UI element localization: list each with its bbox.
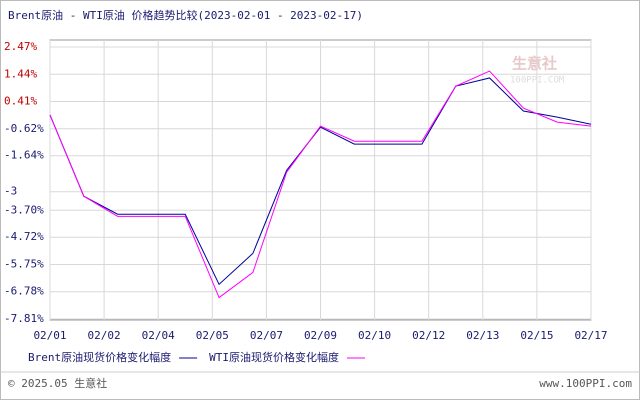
y-tick-label: -1.64% <box>4 149 44 162</box>
y-tick-label: -6.78% <box>4 285 44 298</box>
y-tick-label: -0.62% <box>4 122 44 135</box>
y-tick-label: 0.41% <box>4 95 37 108</box>
x-tick-label: 02/15 <box>520 329 553 342</box>
website: www.100PPI.com <box>539 377 632 390</box>
y-tick-label: 2.47% <box>4 40 37 53</box>
y-tick-label: -3.70% <box>4 203 44 216</box>
legend-label: WTI原油现货价格变化幅度 <box>209 350 339 364</box>
x-tick-label: 02/05 <box>196 329 229 342</box>
y-tick-label: -7.81% <box>4 312 44 325</box>
watermark: 生意社 <box>512 55 557 73</box>
y-tick-label: -5.75% <box>4 257 44 270</box>
x-tick-label: 02/12 <box>412 329 445 342</box>
x-tick-label: 02/07 <box>250 329 283 342</box>
x-tick-label: 02/04 <box>142 329 175 342</box>
legend-label: Brent原油现货价格变化幅度 <box>28 350 171 364</box>
y-tick-label: -3 <box>4 185 17 198</box>
x-tick-label: 02/13 <box>466 329 499 342</box>
y-tick-label: -4.72% <box>4 230 44 243</box>
chart-title: Brent原油 - WTI原油 价格趋势比较(2023-02-01 - 2023… <box>8 8 363 22</box>
series-line <box>49 70 592 299</box>
x-tick-label: 02/01 <box>33 329 66 342</box>
y-tick-label: 1.44% <box>4 67 37 80</box>
x-tick-label: 02/17 <box>574 329 607 342</box>
series-line <box>49 77 592 286</box>
x-tick-label: 02/09 <box>304 329 337 342</box>
x-tick-label: 02/10 <box>358 329 391 342</box>
x-tick-label: 02/02 <box>88 329 121 342</box>
copyright: © 2025.05 生意社 <box>8 376 107 390</box>
